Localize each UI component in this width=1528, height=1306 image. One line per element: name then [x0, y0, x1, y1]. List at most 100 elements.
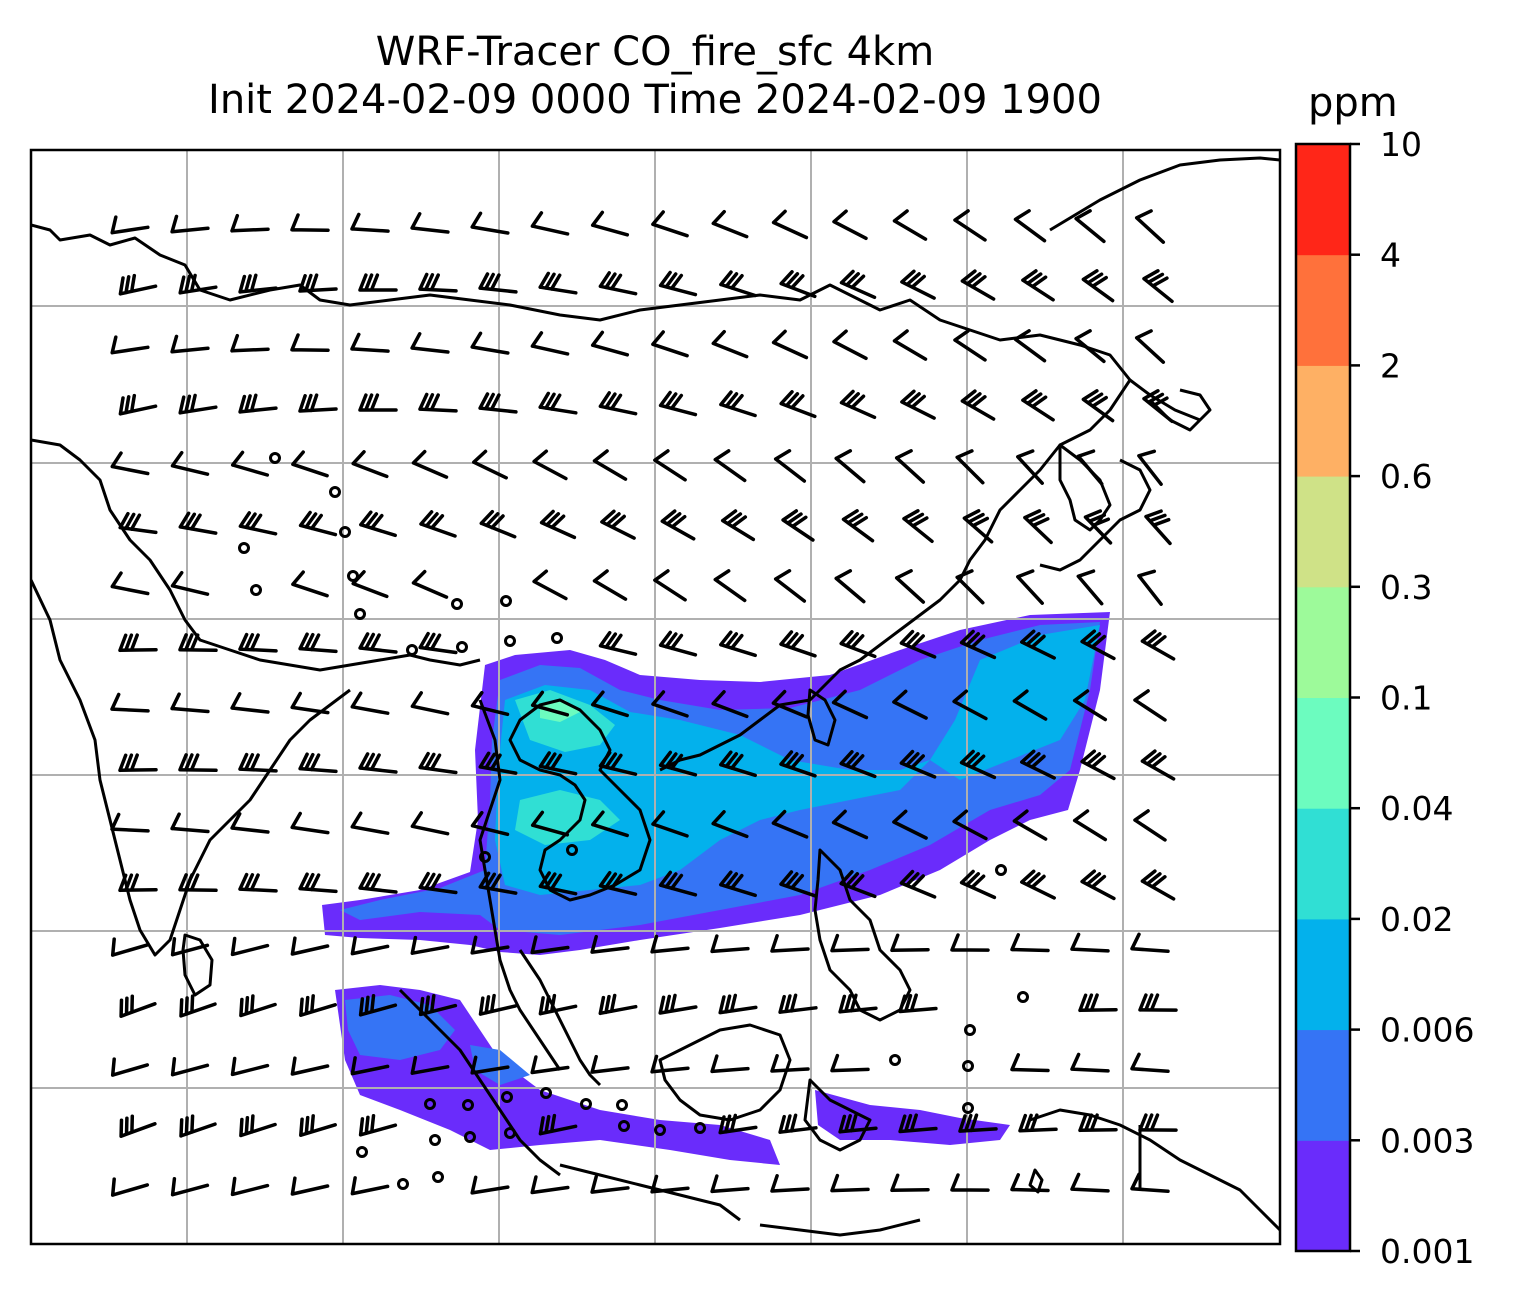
wind-barb — [900, 269, 936, 300]
wind-barb — [950, 1173, 990, 1192]
colorbar-tick-label: 0.006 — [1380, 1011, 1474, 1050]
wind-barb — [230, 812, 270, 834]
wind-barb — [1072, 689, 1108, 722]
wind-barb — [290, 936, 330, 956]
wind-barb — [779, 390, 817, 419]
wind-barb — [892, 209, 928, 241]
wind-barb — [770, 934, 810, 953]
wind-barb — [598, 993, 638, 1016]
wind-barb — [839, 630, 877, 659]
wind-barb — [351, 450, 389, 479]
map-frame — [29, 148, 1282, 1246]
wind-barb — [711, 690, 749, 719]
wind-barb — [178, 633, 218, 653]
calm-wind-circle — [1017, 991, 1029, 1003]
wind-barb — [418, 871, 458, 895]
wind-barb — [959, 869, 997, 900]
wind-barb — [651, 210, 689, 238]
wind-barb — [830, 933, 870, 953]
colorbar-tick-label: 0.003 — [1380, 1121, 1474, 1160]
wind-barb — [410, 811, 450, 836]
wind-barb — [900, 389, 936, 420]
wind-barb — [1076, 569, 1104, 606]
wind-barb — [651, 330, 689, 358]
calm-wind-circle — [580, 1098, 592, 1110]
wind-barb — [110, 335, 150, 355]
wind-barb — [953, 329, 987, 362]
wind-barb — [1080, 869, 1116, 901]
wind-barb — [411, 449, 449, 479]
wind-barb — [119, 994, 157, 1018]
wind-barb — [350, 332, 390, 353]
coast-sulawesi — [803, 1078, 872, 1152]
wind-barb — [1144, 509, 1172, 546]
wind-barb — [839, 269, 877, 300]
wind-barb — [118, 393, 158, 416]
wind-barb — [179, 994, 217, 1018]
wind-barb — [1080, 749, 1116, 781]
colorbar-segment — [1296, 697, 1350, 809]
calm-wind-circle — [995, 864, 1007, 876]
colorbar-segment — [1296, 808, 1350, 920]
calm-wind-circle — [347, 570, 359, 582]
title-line-2: Init 2024-02-09 0000 Time 2024-02-09 190… — [208, 77, 1102, 123]
wind-barb — [110, 571, 150, 596]
wind-barb — [1130, 1052, 1170, 1074]
wind-barb — [230, 692, 270, 714]
wind-barb — [1138, 993, 1178, 1012]
wind-barb — [470, 331, 510, 355]
wind-barb — [1020, 869, 1056, 900]
map-title: WRF-Tracer CO_fire_sfc 4km Init 2024-02-… — [30, 28, 1280, 124]
wind-barb — [1138, 1113, 1178, 1132]
wind-barb — [959, 749, 997, 780]
wind-barb — [1070, 932, 1110, 953]
wind-barb — [773, 449, 807, 483]
calm-wind-circle — [238, 542, 250, 554]
wind-barb — [118, 873, 158, 893]
calm-wind-circle — [451, 598, 463, 610]
calm-wind-circle — [464, 1131, 476, 1143]
colorbar-tick-label: 0.02 — [1380, 900, 1453, 939]
wind-barb — [590, 934, 630, 954]
wind-barb — [1140, 629, 1176, 661]
coast-sri-lanka — [181, 933, 214, 997]
colorbar-segment — [1296, 918, 1350, 1031]
colorbar-tick-label: 10 — [1380, 125, 1422, 164]
wind-barb — [719, 390, 757, 418]
wind-barb — [600, 509, 636, 540]
wind-barb — [1140, 749, 1176, 781]
wind-barb — [839, 389, 877, 420]
wind-barb — [238, 273, 278, 294]
wind-barb — [178, 273, 218, 295]
wind-barb — [779, 630, 817, 658]
wind-barb — [178, 511, 218, 535]
wind-barb — [720, 509, 756, 542]
wind-barb — [170, 812, 210, 834]
wind-barb — [470, 1175, 510, 1195]
wind-barb — [834, 569, 866, 604]
wind-barb — [478, 272, 518, 294]
coast-china-east — [659, 379, 1132, 772]
calm-wind-circle — [356, 1146, 368, 1158]
wind-barb — [892, 329, 928, 361]
calm-wind-circle — [250, 584, 262, 596]
wind-barb — [710, 934, 750, 954]
wind-barb — [899, 629, 937, 659]
calm-wind-circle — [889, 1054, 901, 1066]
wind-barb — [781, 509, 815, 542]
wind-barb — [358, 393, 398, 412]
wind-barb — [478, 871, 518, 895]
wind-barb — [1130, 932, 1170, 954]
wind-barb — [590, 210, 630, 237]
calm-wind-circle — [397, 1178, 409, 1190]
wind-barb — [418, 392, 458, 413]
wind-barb — [1074, 329, 1106, 364]
wind-barb — [1078, 1113, 1118, 1133]
wind-barb — [711, 329, 749, 359]
wind-barb — [350, 811, 390, 835]
wind-barb — [771, 689, 809, 719]
wind-barb — [899, 869, 937, 899]
wind-barb — [959, 629, 997, 660]
wind-barb — [170, 692, 210, 714]
wind-barb — [298, 393, 338, 413]
